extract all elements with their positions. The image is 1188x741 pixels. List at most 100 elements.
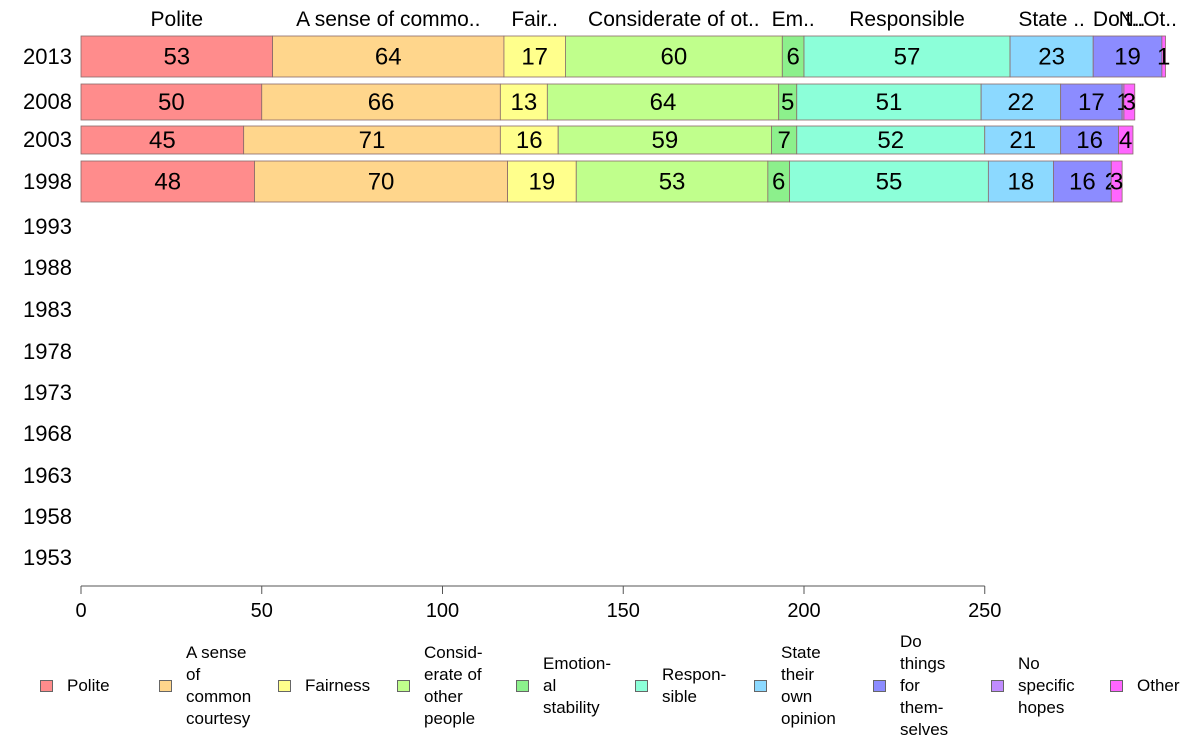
data-label: 53: [163, 44, 190, 71]
legend-label: Consid- erate of other people: [424, 643, 483, 728]
legend-item: No specific hopes: [991, 636, 1075, 736]
bar-segment: [771, 125, 798, 155]
segment-header-label: A sense of commo..: [296, 8, 480, 31]
bar-segment: [254, 160, 508, 203]
legend: Polite A sense of common courtesy Fairness…: [0, 632, 1188, 739]
segment-header-label: Do t..: [1093, 8, 1143, 31]
legend-item: Respon- sible: [635, 636, 726, 736]
data-label: 64: [375, 44, 402, 71]
data-label: 3: [1123, 89, 1136, 116]
legend-label: Do things for them- selves: [900, 632, 949, 739]
data-label: 55: [876, 169, 903, 196]
legend-item: Polite: [40, 636, 110, 736]
bar-segment: [1110, 160, 1123, 203]
data-label: 18: [1008, 169, 1035, 196]
data-label: 71: [359, 127, 386, 154]
legend-swatch: [873, 680, 886, 692]
bar-segment: [499, 125, 559, 155]
data-label: 53: [659, 169, 686, 196]
data-label: 16: [1076, 127, 1103, 154]
data-label: 48: [154, 169, 181, 196]
data-label: 4: [1119, 127, 1132, 154]
y-tick-label: 1978: [23, 339, 72, 364]
data-label: 50: [158, 89, 185, 116]
bar-segment: [1092, 35, 1163, 78]
data-label: 19: [529, 169, 556, 196]
bar-segment: [272, 35, 505, 78]
x-tick-label: 0: [75, 600, 86, 622]
y-tick-label: 1953: [23, 545, 72, 570]
legend-item: Emotion- al stability: [516, 636, 611, 736]
legend-item: A sense of common courtesy: [159, 636, 251, 736]
bar-segment: [789, 160, 989, 203]
bar-segment: [796, 125, 986, 155]
data-label: 1: [1157, 44, 1170, 71]
y-tick-label: 1973: [23, 380, 72, 405]
data-label: 64: [650, 89, 677, 116]
y-tick-label: 1968: [23, 421, 72, 446]
x-tick-label: 100: [426, 600, 459, 622]
y-tick-label: 1988: [23, 255, 72, 280]
data-label: 57: [894, 44, 921, 71]
y-axis: 2013 2008 2003 1998 1993 1988 1983 1978 1973 1968…: [23, 44, 72, 570]
data-label: 5: [781, 89, 794, 116]
legend-swatch: [991, 680, 1004, 692]
legend-swatch: [40, 680, 53, 692]
legend-item: Consid- erate of other people: [397, 636, 483, 736]
data-label: 45: [149, 127, 176, 154]
bar-segment: [1123, 83, 1136, 121]
bar-segment: [80, 160, 255, 203]
data-label: 16: [1069, 169, 1096, 196]
data-label: 16: [516, 127, 543, 154]
data-label: 21: [1009, 127, 1036, 154]
legend-item: State their own opinion: [754, 636, 836, 736]
y-tick-label: 2003: [23, 127, 72, 152]
legend-swatch: [397, 680, 410, 692]
segment-header-label: N..: [1119, 8, 1146, 31]
data-label: 6: [772, 169, 785, 196]
legend-swatch: [754, 680, 767, 692]
segment-header-label: Considerate of ot..: [588, 8, 760, 31]
segment-header-label: Ot..: [1143, 8, 1177, 31]
legend-label: Other: [1137, 676, 1180, 695]
data-label: 66: [368, 89, 395, 116]
bar-segment: [803, 35, 1011, 78]
legend-label: Emotion- al stability: [543, 654, 612, 717]
data-label: 70: [368, 169, 395, 196]
x-axis: 0 50 100 150 200 250: [75, 585, 1001, 622]
data-label: 3: [1110, 169, 1123, 196]
data-label: 19: [1114, 44, 1141, 71]
y-tick-label: 1983: [23, 297, 72, 322]
legend-swatch: [635, 680, 648, 692]
legend-label: A sense of common courtesy: [186, 643, 252, 728]
data-label: 52: [877, 127, 904, 154]
legend-swatch: [1110, 680, 1123, 692]
legend-swatch: [516, 680, 529, 692]
segment-header-label: Responsible: [849, 8, 965, 31]
bar-segment: [557, 125, 772, 155]
legend-label: Polite: [67, 676, 110, 695]
legend-item: Do things for them- selves: [873, 632, 948, 739]
segment-header-label: Fair..: [511, 8, 558, 31]
x-tick-label: 200: [787, 600, 820, 622]
bar-segment: [261, 83, 501, 121]
y-tick-label: 2008: [23, 89, 72, 114]
legend-label: No specific hopes: [1018, 654, 1075, 717]
bar-segment: [80, 83, 263, 121]
data-label: 23: [1038, 44, 1065, 71]
x-tick-label: 50: [251, 600, 273, 622]
bar-segment: [1060, 83, 1123, 121]
legend-item: Other: [1110, 636, 1180, 736]
bar-segment: [1009, 35, 1094, 78]
bar-segment: [796, 83, 982, 121]
data-label: 60: [661, 44, 688, 71]
legend-label: Respon- sible: [662, 665, 727, 706]
data-label: 22: [1008, 89, 1035, 116]
segment-header-label: Polite: [151, 8, 204, 31]
y-tick-label: 1958: [23, 504, 72, 529]
bar-segment: [80, 125, 245, 155]
bar-segment: [1118, 125, 1134, 155]
data-label: 51: [876, 89, 903, 116]
